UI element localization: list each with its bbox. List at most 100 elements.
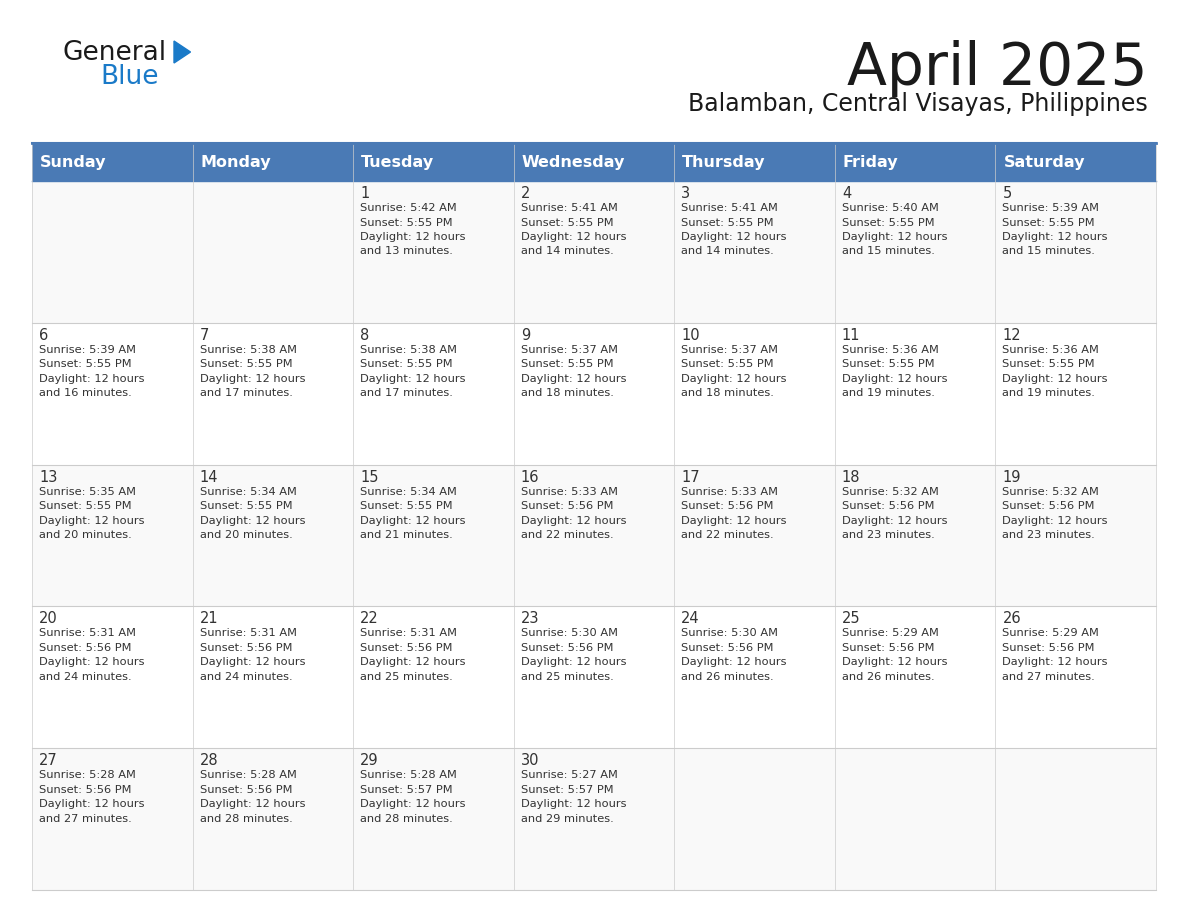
Text: Daylight: 12 hours: Daylight: 12 hours <box>520 800 626 809</box>
Text: 26: 26 <box>1003 611 1020 626</box>
Text: Daylight: 12 hours: Daylight: 12 hours <box>681 657 786 667</box>
Text: Daylight: 12 hours: Daylight: 12 hours <box>1003 232 1108 242</box>
Text: Daylight: 12 hours: Daylight: 12 hours <box>681 516 786 526</box>
Text: Sunset: 5:56 PM: Sunset: 5:56 PM <box>200 643 292 653</box>
Bar <box>32 143 1156 181</box>
Text: and 27 minutes.: and 27 minutes. <box>39 813 132 823</box>
Text: Daylight: 12 hours: Daylight: 12 hours <box>360 800 466 809</box>
Bar <box>32 748 192 890</box>
Text: Sunrise: 5:31 AM: Sunrise: 5:31 AM <box>360 629 457 638</box>
Bar <box>675 607 835 748</box>
Text: April 2025: April 2025 <box>847 40 1148 97</box>
Text: Thursday: Thursday <box>682 154 766 170</box>
Text: and 18 minutes.: and 18 minutes. <box>681 388 775 398</box>
Text: Daylight: 12 hours: Daylight: 12 hours <box>200 657 305 667</box>
Text: Sunset: 5:55 PM: Sunset: 5:55 PM <box>681 359 773 369</box>
Text: Daylight: 12 hours: Daylight: 12 hours <box>200 374 305 384</box>
Text: and 28 minutes.: and 28 minutes. <box>360 813 453 823</box>
Text: Sunrise: 5:38 AM: Sunrise: 5:38 AM <box>200 345 297 354</box>
Text: Daylight: 12 hours: Daylight: 12 hours <box>1003 374 1108 384</box>
Text: Sunset: 5:55 PM: Sunset: 5:55 PM <box>39 359 132 369</box>
Text: Sunset: 5:56 PM: Sunset: 5:56 PM <box>520 501 613 511</box>
Text: and 20 minutes.: and 20 minutes. <box>39 530 132 540</box>
Text: Sunset: 5:56 PM: Sunset: 5:56 PM <box>39 643 132 653</box>
Text: Sunset: 5:55 PM: Sunset: 5:55 PM <box>1003 218 1095 228</box>
Bar <box>513 323 675 465</box>
Text: 14: 14 <box>200 470 219 485</box>
Bar <box>192 181 353 323</box>
Text: Daylight: 12 hours: Daylight: 12 hours <box>39 374 145 384</box>
Text: Saturday: Saturday <box>1004 154 1085 170</box>
Text: Sunrise: 5:34 AM: Sunrise: 5:34 AM <box>200 487 297 497</box>
Bar <box>996 323 1156 465</box>
Text: and 14 minutes.: and 14 minutes. <box>520 247 613 256</box>
Text: Daylight: 12 hours: Daylight: 12 hours <box>842 516 947 526</box>
Text: and 18 minutes.: and 18 minutes. <box>520 388 613 398</box>
Text: Sunset: 5:57 PM: Sunset: 5:57 PM <box>520 785 613 795</box>
Text: Sunrise: 5:31 AM: Sunrise: 5:31 AM <box>200 629 297 638</box>
Bar <box>675 748 835 890</box>
Bar <box>353 181 513 323</box>
Bar <box>996 465 1156 607</box>
Text: Sunset: 5:55 PM: Sunset: 5:55 PM <box>842 218 935 228</box>
Polygon shape <box>173 41 190 63</box>
Text: Sunrise: 5:32 AM: Sunrise: 5:32 AM <box>842 487 939 497</box>
Text: Sunrise: 5:41 AM: Sunrise: 5:41 AM <box>681 203 778 213</box>
Bar <box>675 181 835 323</box>
Text: Daylight: 12 hours: Daylight: 12 hours <box>200 516 305 526</box>
Text: 15: 15 <box>360 470 379 485</box>
Bar <box>192 323 353 465</box>
Text: 30: 30 <box>520 753 539 768</box>
Text: and 22 minutes.: and 22 minutes. <box>520 530 613 540</box>
Text: and 19 minutes.: and 19 minutes. <box>842 388 935 398</box>
Text: Sunset: 5:56 PM: Sunset: 5:56 PM <box>842 643 934 653</box>
Text: Sunday: Sunday <box>40 154 107 170</box>
Text: Sunset: 5:56 PM: Sunset: 5:56 PM <box>681 643 773 653</box>
Text: Daylight: 12 hours: Daylight: 12 hours <box>39 800 145 809</box>
Text: Sunset: 5:57 PM: Sunset: 5:57 PM <box>360 785 453 795</box>
Text: 13: 13 <box>39 470 57 485</box>
Text: Daylight: 12 hours: Daylight: 12 hours <box>360 232 466 242</box>
Text: 4: 4 <box>842 186 851 201</box>
Text: Sunset: 5:56 PM: Sunset: 5:56 PM <box>1003 501 1095 511</box>
Text: Sunrise: 5:30 AM: Sunrise: 5:30 AM <box>520 629 618 638</box>
Text: Sunrise: 5:40 AM: Sunrise: 5:40 AM <box>842 203 939 213</box>
Text: Sunrise: 5:42 AM: Sunrise: 5:42 AM <box>360 203 457 213</box>
Text: Tuesday: Tuesday <box>361 154 435 170</box>
Text: Sunrise: 5:31 AM: Sunrise: 5:31 AM <box>39 629 135 638</box>
Text: and 23 minutes.: and 23 minutes. <box>1003 530 1095 540</box>
Text: Sunset: 5:56 PM: Sunset: 5:56 PM <box>200 785 292 795</box>
Text: Blue: Blue <box>100 64 158 90</box>
Bar <box>192 748 353 890</box>
Text: Sunrise: 5:36 AM: Sunrise: 5:36 AM <box>1003 345 1099 354</box>
Text: 20: 20 <box>39 611 58 626</box>
Bar <box>513 607 675 748</box>
Text: and 15 minutes.: and 15 minutes. <box>842 247 935 256</box>
Text: Sunrise: 5:32 AM: Sunrise: 5:32 AM <box>1003 487 1099 497</box>
Text: 12: 12 <box>1003 328 1020 342</box>
Text: Sunrise: 5:34 AM: Sunrise: 5:34 AM <box>360 487 457 497</box>
Bar <box>513 181 675 323</box>
Text: Daylight: 12 hours: Daylight: 12 hours <box>1003 516 1108 526</box>
Text: and 16 minutes.: and 16 minutes. <box>39 388 132 398</box>
Bar <box>32 323 192 465</box>
Text: and 29 minutes.: and 29 minutes. <box>520 813 613 823</box>
Text: 11: 11 <box>842 328 860 342</box>
Text: 9: 9 <box>520 328 530 342</box>
Text: Daylight: 12 hours: Daylight: 12 hours <box>520 657 626 667</box>
Text: and 17 minutes.: and 17 minutes. <box>360 388 453 398</box>
Text: Daylight: 12 hours: Daylight: 12 hours <box>842 374 947 384</box>
Bar <box>835 748 996 890</box>
Text: Sunrise: 5:33 AM: Sunrise: 5:33 AM <box>681 487 778 497</box>
Text: 3: 3 <box>681 186 690 201</box>
Text: 7: 7 <box>200 328 209 342</box>
Text: and 20 minutes.: and 20 minutes. <box>200 530 292 540</box>
Text: Sunrise: 5:29 AM: Sunrise: 5:29 AM <box>1003 629 1099 638</box>
Bar <box>996 748 1156 890</box>
Bar <box>32 181 192 323</box>
Text: Daylight: 12 hours: Daylight: 12 hours <box>520 374 626 384</box>
Text: and 13 minutes.: and 13 minutes. <box>360 247 453 256</box>
Bar <box>513 465 675 607</box>
Text: Sunset: 5:56 PM: Sunset: 5:56 PM <box>520 643 613 653</box>
Bar <box>353 323 513 465</box>
